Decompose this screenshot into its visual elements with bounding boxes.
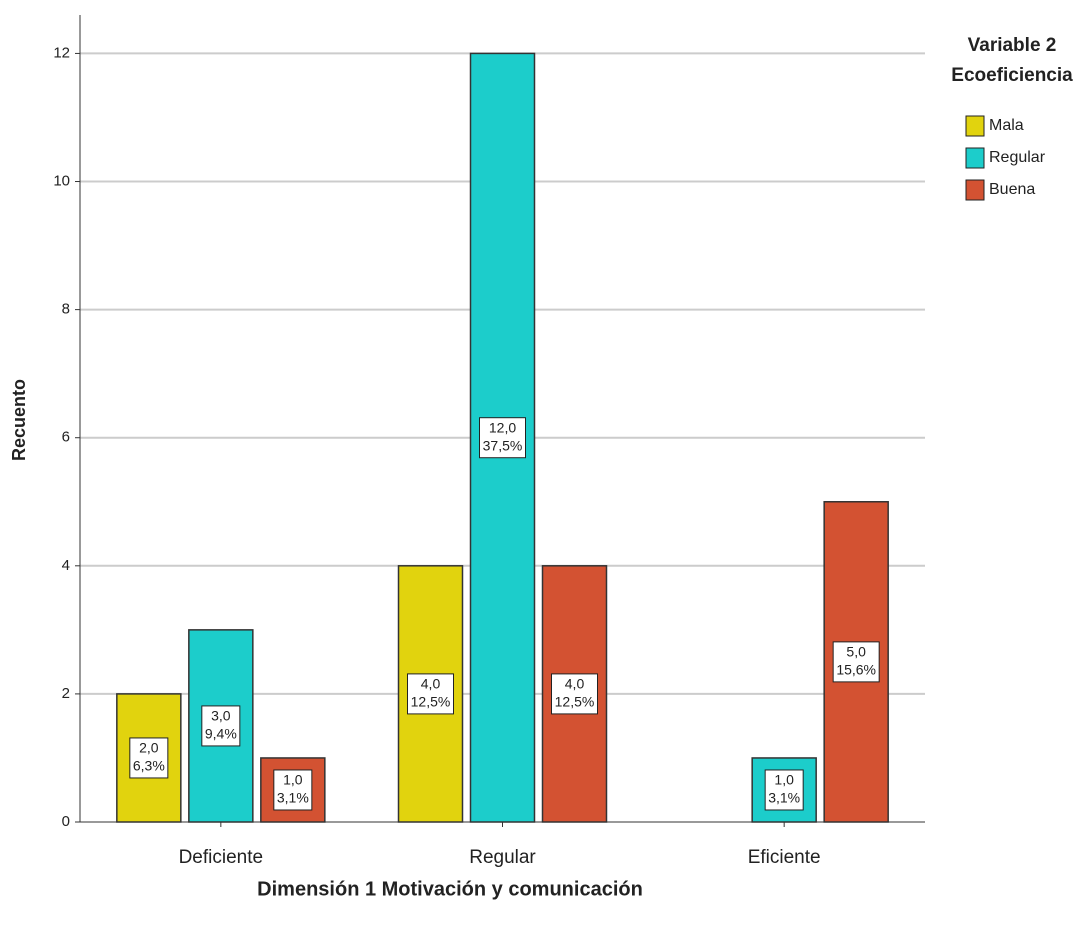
legend-swatch: [965, 147, 985, 169]
data-label: 37,5%: [483, 437, 523, 453]
legend-swatch: [965, 115, 985, 137]
y-tick-label: 12: [53, 44, 70, 61]
legend-title: Ecoeficiencia: [951, 65, 1073, 86]
data-label-box: [129, 737, 169, 779]
y-tick-label: 6: [62, 429, 70, 446]
legend-swatch: [965, 179, 985, 201]
y-tick-label: 2: [62, 685, 70, 702]
data-label: 1,0: [283, 772, 303, 788]
data-label-box: [273, 769, 313, 811]
x-tick-label: Eficiente: [748, 847, 821, 868]
data-label-box: [832, 641, 880, 683]
legend-title: Variable 2: [968, 35, 1057, 56]
x-axis-label: Dimensión 1 Motivación y comunicación: [257, 878, 643, 900]
data-label: 6,3%: [133, 758, 165, 774]
data-label: 12,5%: [555, 694, 595, 710]
data-label: 3,1%: [768, 790, 800, 806]
data-label: 1,0: [774, 772, 794, 788]
data-label: 3,1%: [277, 790, 309, 806]
data-label: 9,4%: [205, 726, 237, 742]
data-label-box: [764, 769, 804, 811]
data-label: 15,6%: [836, 662, 876, 678]
y-tick-label: 4: [62, 557, 70, 574]
data-label: 2,0: [139, 740, 159, 756]
y-tick-label: 10: [53, 172, 70, 189]
x-tick-label: Deficiente: [179, 847, 264, 868]
data-label-box: [551, 673, 598, 715]
data-label: 12,0: [489, 419, 516, 435]
data-label: 4,0: [565, 676, 585, 692]
data-label-box: [201, 705, 241, 747]
data-label: 3,0: [211, 708, 231, 724]
data-label-box: [479, 417, 526, 459]
legend-label: Regular: [989, 149, 1046, 166]
y-tick-label: 8: [62, 301, 70, 318]
x-tick-label: Regular: [469, 847, 536, 868]
data-label: 4,0: [421, 676, 441, 692]
data-label: 5,0: [846, 644, 866, 660]
legend-label: Buena: [989, 181, 1035, 198]
legend-label: Mala: [989, 117, 1024, 134]
y-tick-label: 0: [62, 813, 70, 830]
data-label: 12,5%: [411, 694, 451, 710]
data-label-box: [407, 673, 454, 715]
y-axis-label: Recuento: [9, 379, 29, 461]
